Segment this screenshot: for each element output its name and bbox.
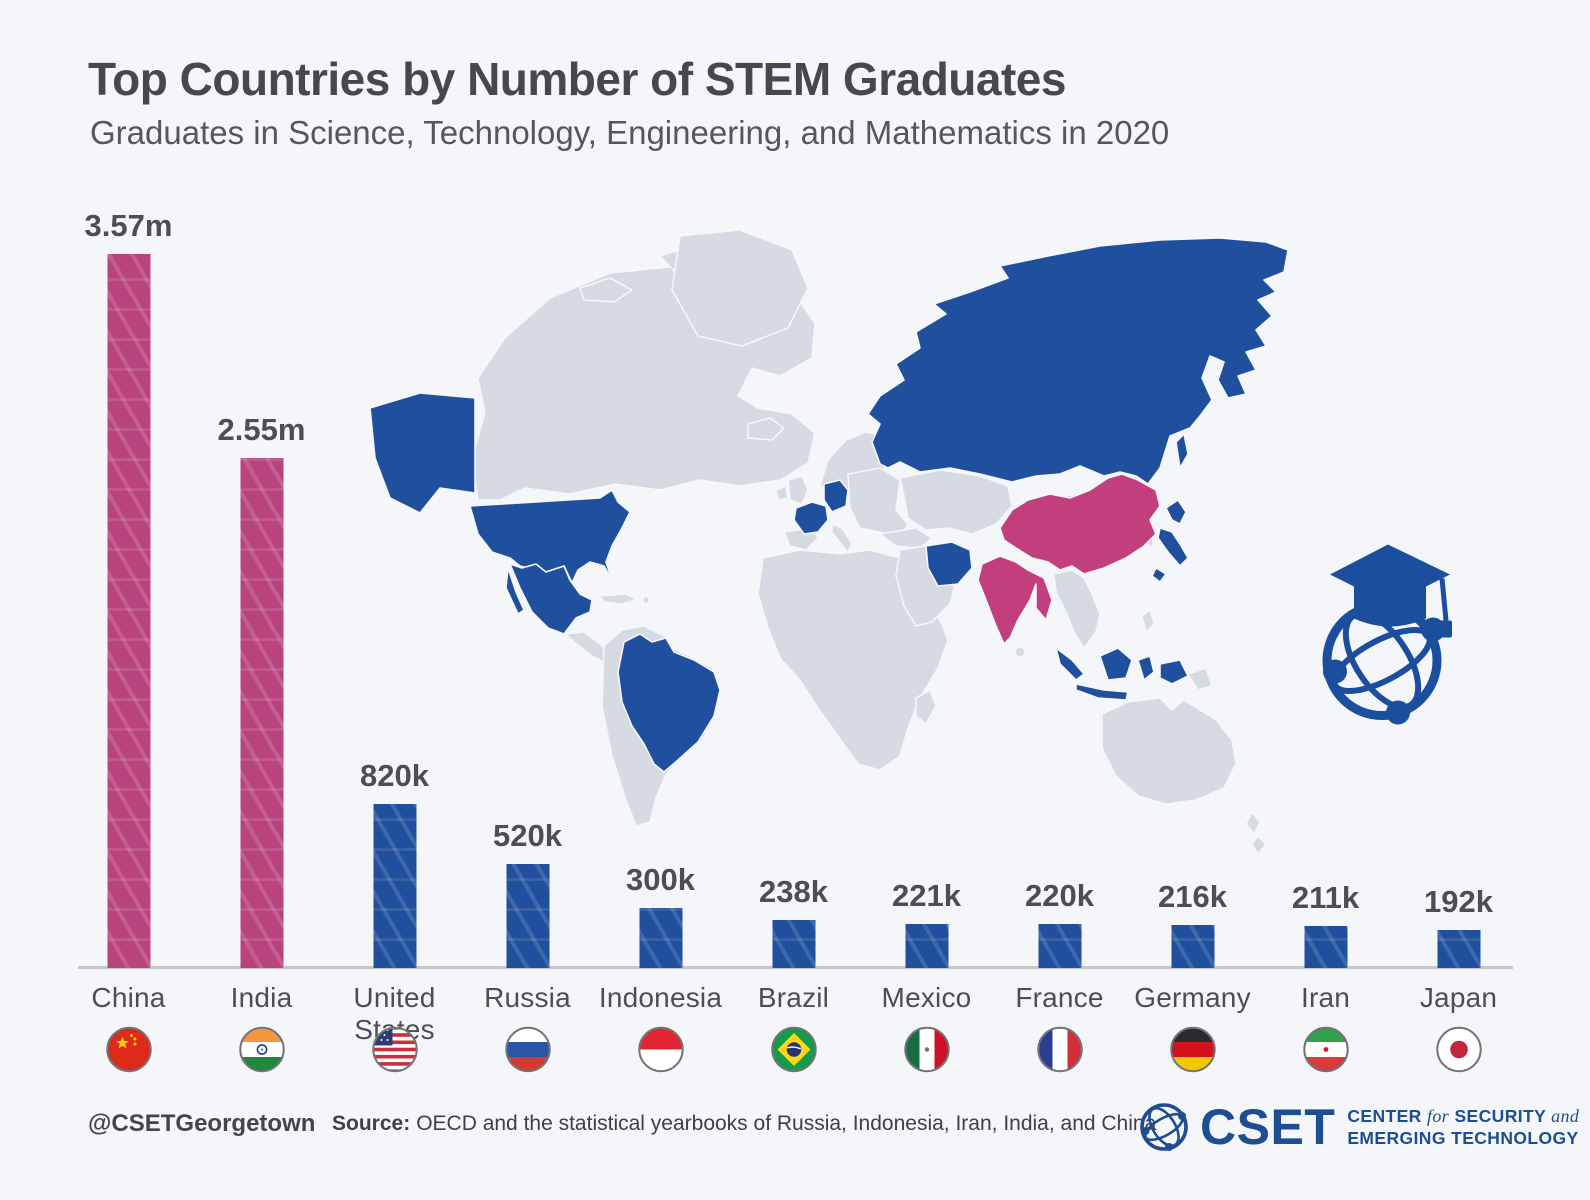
bar-category-label: India <box>230 982 293 1013</box>
bar-category-label: Germany <box>1134 982 1251 1013</box>
logo-acronym: CSET <box>1200 1099 1336 1155</box>
bar-iran <box>1304 926 1347 968</box>
bar-column-mexico: 221k Mexico <box>860 0 993 1200</box>
bar-category-label: Mexico <box>881 982 972 1013</box>
bar-column-russia: 520k Russia <box>461 0 594 1200</box>
flag-indonesia-icon <box>637 1026 684 1073</box>
bar-china <box>107 254 150 968</box>
map-country-mexico <box>509 563 593 635</box>
cset-globe-icon <box>1140 1103 1188 1151</box>
bar-column-france: 220k France <box>993 0 1126 1200</box>
map-country-alaska <box>369 392 476 514</box>
bar-russia <box>506 864 549 968</box>
flag-iran-icon <box>1302 1026 1349 1073</box>
logo-name: CENTER for SECURITY and EMERGING TECHNOL… <box>1347 1105 1580 1148</box>
world-map <box>369 229 1289 855</box>
bar-value-label: 2.55m <box>217 412 306 447</box>
map-country-united-states <box>469 489 631 584</box>
bar-category-label: France <box>1015 982 1104 1013</box>
bar-category-label: Russia <box>484 982 571 1013</box>
page-title: Top Countries by Number of STEM Graduate… <box>88 53 1066 105</box>
bar-category-label: United States <box>353 982 436 1045</box>
flag-germany-icon <box>1169 1026 1216 1073</box>
map-country-indonesia <box>1055 647 1085 681</box>
map-country-russia <box>867 237 1289 485</box>
social-handle[interactable]: @CSETGeorgetown <box>88 1110 316 1137</box>
bar-value-label: 192k <box>1424 884 1493 919</box>
bar-france <box>1038 924 1081 968</box>
flag-china-icon <box>105 1026 152 1073</box>
bar-value-label: 3.57m <box>84 208 173 243</box>
bar-column-brazil: 238k Brazil <box>727 0 860 1200</box>
bar-column-germany: 216k Germany <box>1126 0 1259 1200</box>
map-country-brazil <box>617 633 721 773</box>
bar-germany <box>1171 925 1214 968</box>
bar-brazil <box>772 920 815 968</box>
flag-mexico-icon <box>903 1026 950 1073</box>
map-country-iceland <box>747 417 785 441</box>
bar-category-label: Japan <box>1419 982 1498 1013</box>
source-label: Source: <box>332 1112 411 1135</box>
map-country-africa <box>757 549 949 771</box>
bar-united-states <box>373 804 416 968</box>
flag-japan-icon <box>1435 1026 1482 1073</box>
flag-brazil-icon <box>770 1026 817 1073</box>
flag-russia-icon <box>504 1026 551 1073</box>
bar-column-indonesia: 300k Indonesia <box>594 0 727 1200</box>
graduation-cap-globe-icon <box>1322 544 1452 725</box>
bar-value-label: 520k <box>493 818 562 853</box>
bar-column-iran: 211k Iran <box>1259 0 1392 1200</box>
map-country-iran <box>925 541 973 587</box>
map-country-china <box>999 473 1161 575</box>
bar-value-label: 211k <box>1291 880 1360 915</box>
bar-column-japan: 192k Japan <box>1392 0 1525 1200</box>
flag-india-icon <box>238 1026 285 1073</box>
map-country-uk <box>787 475 809 505</box>
bar-value-label: 220k <box>1025 878 1094 913</box>
bar-value-label: 238k <box>759 874 828 909</box>
cset-logo: CSET CENTER for SECURITY and EMERGING TE… <box>1136 1098 1579 1156</box>
bar-category-label: Iran <box>1300 982 1351 1013</box>
bar-india <box>240 458 283 968</box>
bar-value-label: 216k <box>1158 879 1227 914</box>
bar-category-label: Brazil <box>757 982 830 1013</box>
flag-united-states-icon <box>371 1026 418 1073</box>
bar-column-united-states: 820k United States <box>328 0 461 1200</box>
source-text: OECD and the statistical yearbooks of Ru… <box>416 1112 1157 1135</box>
page-subtitle: Graduates in Science, Technology, Engine… <box>90 114 1170 151</box>
bar-value-label: 300k <box>626 862 695 897</box>
bar-category-label: China <box>91 982 166 1013</box>
bar-indonesia <box>639 908 682 968</box>
map-country-australia <box>1101 697 1237 805</box>
map-country-greenland <box>671 229 809 347</box>
bar-mexico <box>905 924 948 968</box>
map-country-france <box>793 501 829 535</box>
bar-value-label: 221k <box>892 878 961 913</box>
bar-chart: 3.57m China 2.55m India <box>62 0 1525 1200</box>
map-country-japan <box>1165 499 1187 525</box>
source-note: Source: OECD and the statistical yearbook… <box>332 1112 1156 1136</box>
map-country-india <box>977 555 1053 645</box>
bar-value-label: 820k <box>360 758 429 793</box>
map-highlighted-countries <box>369 237 1289 773</box>
map-land <box>471 229 1267 855</box>
bar-column-china: 3.57m China <box>62 0 195 1200</box>
flag-france-icon <box>1036 1026 1083 1073</box>
bar-column-india: 2.55m India <box>195 0 328 1200</box>
bar-category-label: Indonesia <box>598 982 723 1013</box>
bar-japan <box>1437 930 1480 968</box>
map-country-germany <box>823 479 849 513</box>
